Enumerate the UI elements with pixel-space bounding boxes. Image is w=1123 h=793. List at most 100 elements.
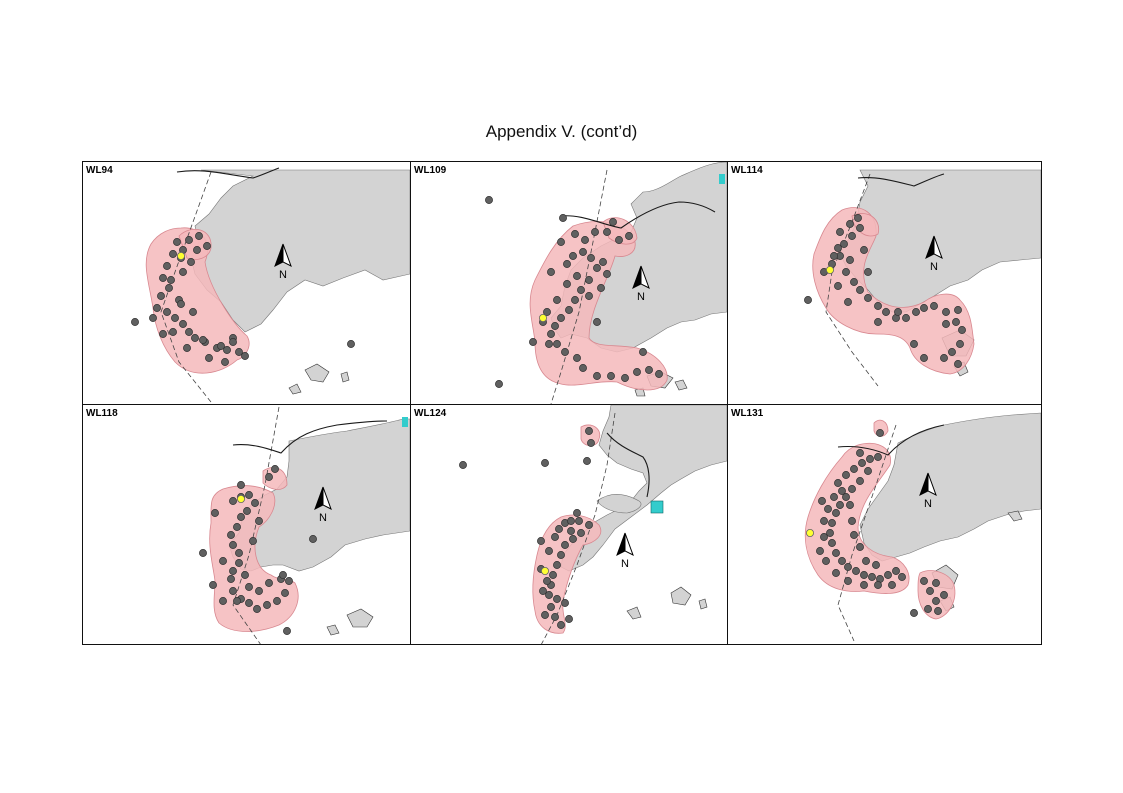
location-point	[541, 459, 549, 467]
location-point	[910, 609, 918, 617]
location-point	[836, 228, 844, 236]
location-point	[956, 340, 964, 348]
location-point	[251, 499, 259, 507]
location-point	[541, 611, 549, 619]
location-point	[547, 603, 555, 611]
map-panel-wl118: N WL118	[83, 405, 410, 644]
location-point	[579, 364, 587, 372]
island	[674, 379, 688, 391]
location-point	[551, 533, 559, 541]
north-arrow-icon	[274, 243, 292, 268]
location-point	[836, 501, 844, 509]
location-point	[874, 581, 882, 589]
location-point	[603, 228, 611, 236]
location-point	[549, 571, 557, 579]
location-point	[940, 591, 948, 599]
home-range-polygon	[209, 485, 299, 632]
location-point	[948, 348, 956, 356]
location-point	[237, 481, 245, 489]
location-point	[838, 557, 846, 565]
north-arrow-icon	[632, 265, 650, 290]
location-point	[844, 577, 852, 585]
north-arrow-icon	[919, 472, 937, 497]
location-point	[173, 238, 181, 246]
coastline	[857, 173, 945, 187]
location-point	[183, 344, 191, 352]
boundary-line	[160, 171, 212, 403]
location-point	[171, 314, 179, 322]
north-arrow-half	[616, 532, 626, 557]
island	[326, 624, 340, 636]
location-point	[804, 296, 812, 304]
location-point	[241, 352, 249, 360]
location-point	[940, 354, 948, 362]
location-point	[185, 328, 193, 336]
location-point	[229, 587, 237, 595]
location-point	[912, 308, 920, 316]
location-point	[832, 549, 840, 557]
location-point	[561, 599, 569, 607]
coastline	[606, 432, 650, 498]
location-point	[553, 340, 561, 348]
north-label: N	[637, 291, 645, 303]
map-panel-wl131: N WL131	[728, 405, 1041, 644]
location-point	[235, 348, 243, 356]
home-range-polygon	[812, 207, 975, 375]
location-point	[954, 360, 962, 368]
location-point	[309, 535, 317, 543]
location-point	[838, 487, 846, 495]
location-point	[581, 236, 589, 244]
location-point	[565, 615, 573, 623]
location-point	[285, 577, 293, 585]
location-point	[856, 286, 864, 294]
location-point	[159, 274, 167, 282]
location-point	[609, 218, 617, 226]
location-point	[828, 519, 836, 527]
location-point	[241, 571, 249, 579]
island	[626, 606, 642, 620]
island	[1007, 510, 1023, 522]
location-point	[567, 527, 575, 535]
location-point	[876, 429, 884, 437]
location-point	[597, 284, 605, 292]
location-point	[547, 268, 555, 276]
location-point	[545, 547, 553, 555]
location-point	[952, 318, 960, 326]
location-point	[235, 559, 243, 567]
map-canvas: N	[804, 412, 1041, 642]
location-point	[854, 214, 862, 222]
north-label: N	[621, 558, 629, 570]
island	[340, 371, 350, 383]
location-point	[203, 242, 211, 250]
location-point	[557, 314, 565, 322]
map-canvas: N	[804, 169, 1041, 387]
location-point	[585, 276, 593, 284]
location-point	[227, 531, 235, 539]
location-point	[153, 304, 161, 312]
location-point	[599, 258, 607, 266]
location-point	[639, 348, 647, 356]
island	[304, 363, 330, 383]
location-point	[872, 561, 880, 569]
location-point	[219, 557, 227, 565]
location-point	[217, 342, 225, 350]
location-point	[882, 308, 890, 316]
location-point	[547, 330, 555, 338]
location-point	[205, 354, 213, 362]
location-point	[603, 270, 611, 278]
panel-divider	[83, 404, 1041, 405]
location-point	[874, 302, 882, 310]
location-point	[607, 372, 615, 380]
location-point	[553, 296, 561, 304]
location-point	[177, 300, 185, 308]
location-point	[281, 589, 289, 597]
boundary-line	[550, 169, 608, 404]
location-point	[856, 477, 864, 485]
location-point	[185, 236, 193, 244]
boundary-line	[232, 406, 280, 644]
location-point	[233, 523, 241, 531]
location-point	[559, 214, 567, 222]
location-point	[567, 517, 575, 525]
north-arrow-half	[632, 265, 642, 290]
location-point	[820, 533, 828, 541]
